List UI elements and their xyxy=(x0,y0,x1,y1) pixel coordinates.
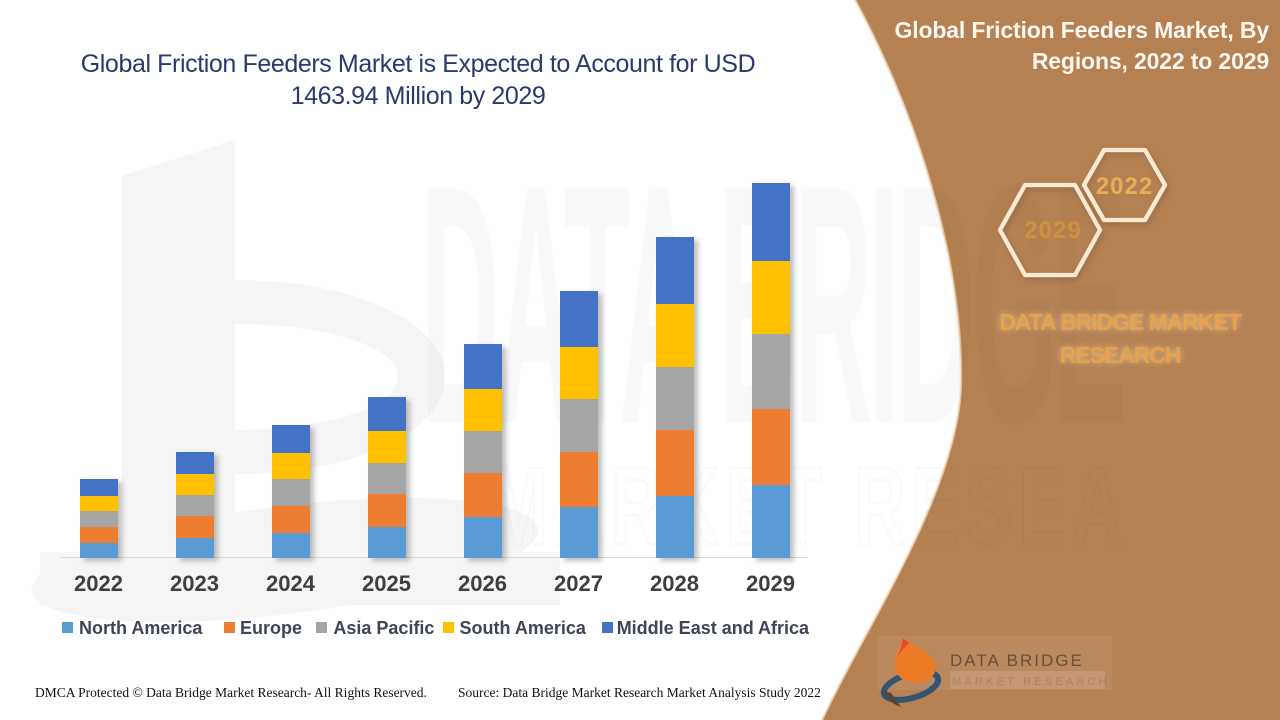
svg-text:MARKET RESEARCH: MARKET RESEARCH xyxy=(952,676,1110,688)
svg-text:2029: 2029 xyxy=(1024,217,1081,244)
svg-text:2022: 2022 xyxy=(1096,173,1153,200)
svg-text:DATA BRIDGE: DATA BRIDGE xyxy=(950,651,1084,670)
